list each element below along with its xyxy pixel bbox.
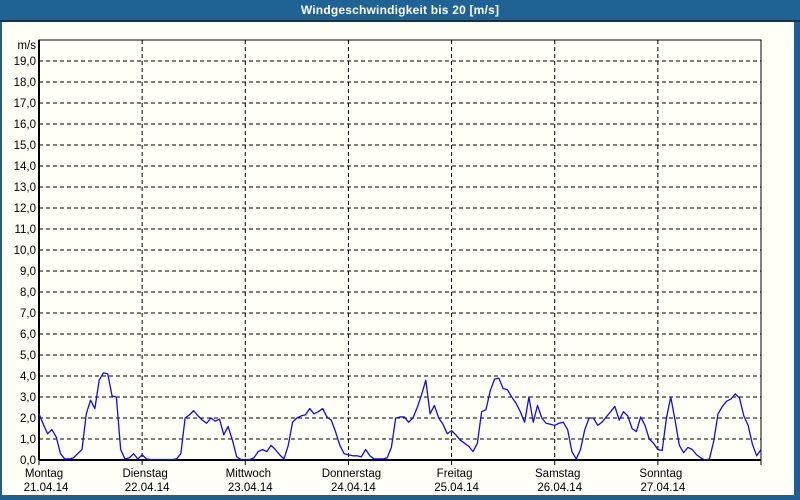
y-tick-label: 11,0 bbox=[14, 224, 36, 236]
y-tick-label: 13,0 bbox=[14, 182, 36, 194]
day-date-label: 22.04.14 bbox=[125, 482, 170, 494]
y-tick-label: 14,0 bbox=[14, 161, 36, 173]
y-tick-label: 6,0 bbox=[20, 329, 36, 341]
day-name-label: Freitag bbox=[437, 468, 473, 480]
y-tick-label: 15,0 bbox=[14, 140, 36, 152]
window-frame-bottom bbox=[0, 495, 800, 500]
y-tick-label: 17,0 bbox=[14, 98, 36, 110]
y-tick-label: 5,0 bbox=[20, 350, 36, 362]
day-name-label: Mittwoch bbox=[226, 468, 271, 480]
y-tick-label: 16,0 bbox=[14, 119, 36, 131]
y-tick-label: 7,0 bbox=[20, 308, 36, 320]
y-tick-label: 3,0 bbox=[20, 392, 36, 404]
day-date-label: 23.04.14 bbox=[228, 482, 273, 494]
y-tick-label: 18,0 bbox=[14, 77, 36, 89]
day-date-label: 27.04.14 bbox=[640, 482, 685, 494]
window-frame-left bbox=[0, 22, 2, 500]
day-name-label: Samstag bbox=[535, 468, 580, 480]
day-date-label: 21.04.14 bbox=[24, 482, 69, 494]
window-title: Windgeschwindigkeit bis 20 [m/s] bbox=[300, 3, 500, 17]
day-name-label: Sonntag bbox=[639, 468, 682, 480]
y-tick-label: 19,0 bbox=[14, 56, 36, 68]
day-name-label: Montag bbox=[25, 468, 63, 480]
window-frame-right bbox=[794, 22, 800, 500]
y-axis-unit-label: m/s bbox=[17, 40, 36, 52]
day-date-label: 24.04.14 bbox=[331, 482, 376, 494]
day-name-label: Donnerstag bbox=[322, 468, 381, 480]
plot-area-background bbox=[2, 22, 794, 495]
y-tick-label: 4,0 bbox=[20, 371, 36, 383]
y-tick-label: 0,0 bbox=[20, 455, 36, 467]
y-tick-label: 8,0 bbox=[20, 287, 36, 299]
y-tick-label: 9,0 bbox=[20, 266, 36, 278]
y-tick-label: 10,0 bbox=[14, 245, 36, 257]
y-tick-label: 1,0 bbox=[20, 434, 36, 446]
y-tick-label: 2,0 bbox=[20, 413, 36, 425]
window-titlebar: Windgeschwindigkeit bis 20 [m/s] bbox=[0, 0, 800, 22]
day-name-label: Dienstag bbox=[122, 468, 167, 480]
day-date-label: 25.04.14 bbox=[434, 482, 479, 494]
wind-speed-line bbox=[38, 372, 762, 461]
y-tick-label: 12,0 bbox=[14, 203, 36, 215]
day-date-label: 26.04.14 bbox=[537, 482, 582, 494]
